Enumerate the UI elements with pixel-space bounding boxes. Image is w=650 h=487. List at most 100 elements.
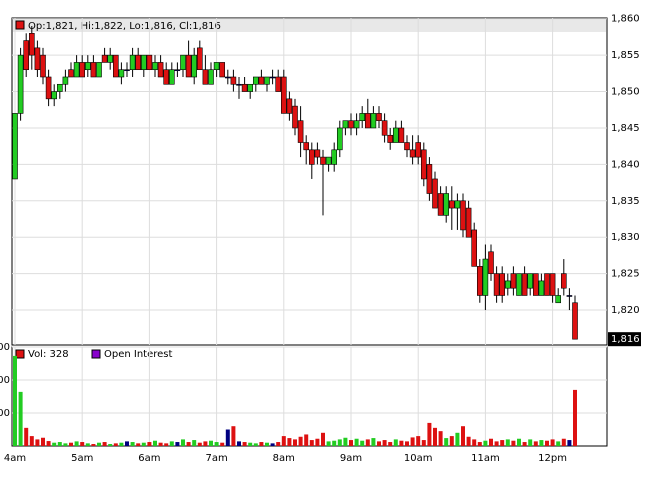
candle-body <box>241 83 248 92</box>
y-tick-label: 1,830 <box>611 232 640 243</box>
volume-bar <box>360 440 365 446</box>
candle-body <box>180 54 186 71</box>
candle-body <box>493 273 500 296</box>
v-tick-label: 00 <box>0 342 10 353</box>
candle-body <box>12 113 18 180</box>
volume-bar <box>343 437 348 446</box>
candle-body <box>527 273 534 289</box>
volume-bar <box>298 436 303 446</box>
candle-body <box>325 156 332 165</box>
volume-bar <box>337 439 342 446</box>
candle-body <box>253 76 259 85</box>
candle-body <box>370 113 377 129</box>
candle-body <box>269 76 276 79</box>
volume-bar <box>41 437 45 446</box>
candle-body <box>437 193 444 216</box>
candle-body <box>404 142 410 151</box>
y-tick-label: 1,840 <box>611 159 640 170</box>
volume-bar <box>91 444 96 446</box>
legend-strip <box>13 19 606 32</box>
candle-body <box>135 54 141 71</box>
volume-bar <box>130 442 135 446</box>
volume-bar <box>399 440 404 446</box>
volume-bar <box>18 391 23 446</box>
candle-body <box>225 76 231 79</box>
candle-body <box>521 273 528 296</box>
y-tick-label: 1,860 <box>611 14 640 25</box>
volume-bar <box>388 442 393 446</box>
candle-body <box>113 54 119 78</box>
candle-body <box>85 62 91 71</box>
volume-bar <box>158 442 163 446</box>
volume-bar <box>477 442 482 446</box>
volume-bar <box>237 441 241 446</box>
volume-bar <box>332 440 337 446</box>
volume-bar <box>125 441 129 446</box>
volume-bar <box>85 443 90 446</box>
candle-body <box>236 83 242 86</box>
volume-bar <box>225 429 230 446</box>
candle-body <box>28 32 35 56</box>
candle-body <box>376 113 382 121</box>
y-tick-label: 1,835 <box>611 196 640 207</box>
x-tick-label: 4am <box>4 453 26 464</box>
volume-bar <box>119 442 124 446</box>
y-tick-label: 1,820 <box>611 305 640 316</box>
volume-bar <box>500 440 505 446</box>
volume-bar <box>281 436 286 446</box>
volume-bar <box>276 442 281 446</box>
candle-body <box>538 280 545 296</box>
volume-bar <box>209 440 213 446</box>
x-tick-label: 9am <box>340 453 362 464</box>
candle-body <box>392 127 399 143</box>
volume-bar <box>35 439 40 446</box>
volume-legend: Vol: 328 <box>28 349 69 360</box>
candle-body <box>157 62 164 78</box>
price-legend: Op:1,821, Hi:1,822, Lo:1,816, Cl:1,816 <box>28 21 221 32</box>
candle-body <box>107 54 113 63</box>
candle-body <box>286 98 293 114</box>
volume-bar <box>444 438 449 446</box>
volume-bar <box>69 442 73 446</box>
candle-body <box>454 200 461 209</box>
x-tick-label: 6am <box>138 453 160 464</box>
volume-bar <box>522 442 527 446</box>
volume-bar <box>214 442 219 446</box>
candle-body <box>197 47 203 71</box>
candle-body <box>90 62 97 78</box>
candle-body <box>292 105 298 129</box>
legend-swatch <box>15 20 25 30</box>
volume-bar <box>539 440 544 446</box>
candle-body <box>426 164 433 194</box>
volume-bar <box>164 443 169 446</box>
volume-bar <box>46 441 51 446</box>
volume-bar <box>52 442 57 446</box>
candle-body <box>443 193 450 216</box>
candle-body <box>560 273 567 289</box>
volume-bar <box>74 441 79 446</box>
volume-bar <box>259 442 264 446</box>
last-price-box <box>608 332 641 347</box>
volume-bar <box>242 442 247 446</box>
candle-body <box>448 200 455 209</box>
volume-bar <box>517 438 521 446</box>
volume-bar <box>449 436 454 446</box>
x-tick-label: 8am <box>273 453 295 464</box>
candle-body <box>258 76 265 85</box>
candle-body <box>308 149 315 165</box>
volume-bar <box>427 422 432 446</box>
candle-body <box>460 200 466 231</box>
candle-body <box>420 149 427 180</box>
volume-bar <box>181 439 185 446</box>
volume-bar <box>63 443 68 446</box>
x-tick-label: 5am <box>71 453 93 464</box>
candle-body <box>532 273 539 296</box>
candle-body <box>303 142 310 151</box>
candle-body <box>544 273 550 296</box>
volume-bar <box>315 438 320 446</box>
volume-bar <box>505 439 510 446</box>
candle-body <box>191 54 197 78</box>
volume-bar <box>192 440 197 446</box>
candle-body <box>432 178 438 209</box>
